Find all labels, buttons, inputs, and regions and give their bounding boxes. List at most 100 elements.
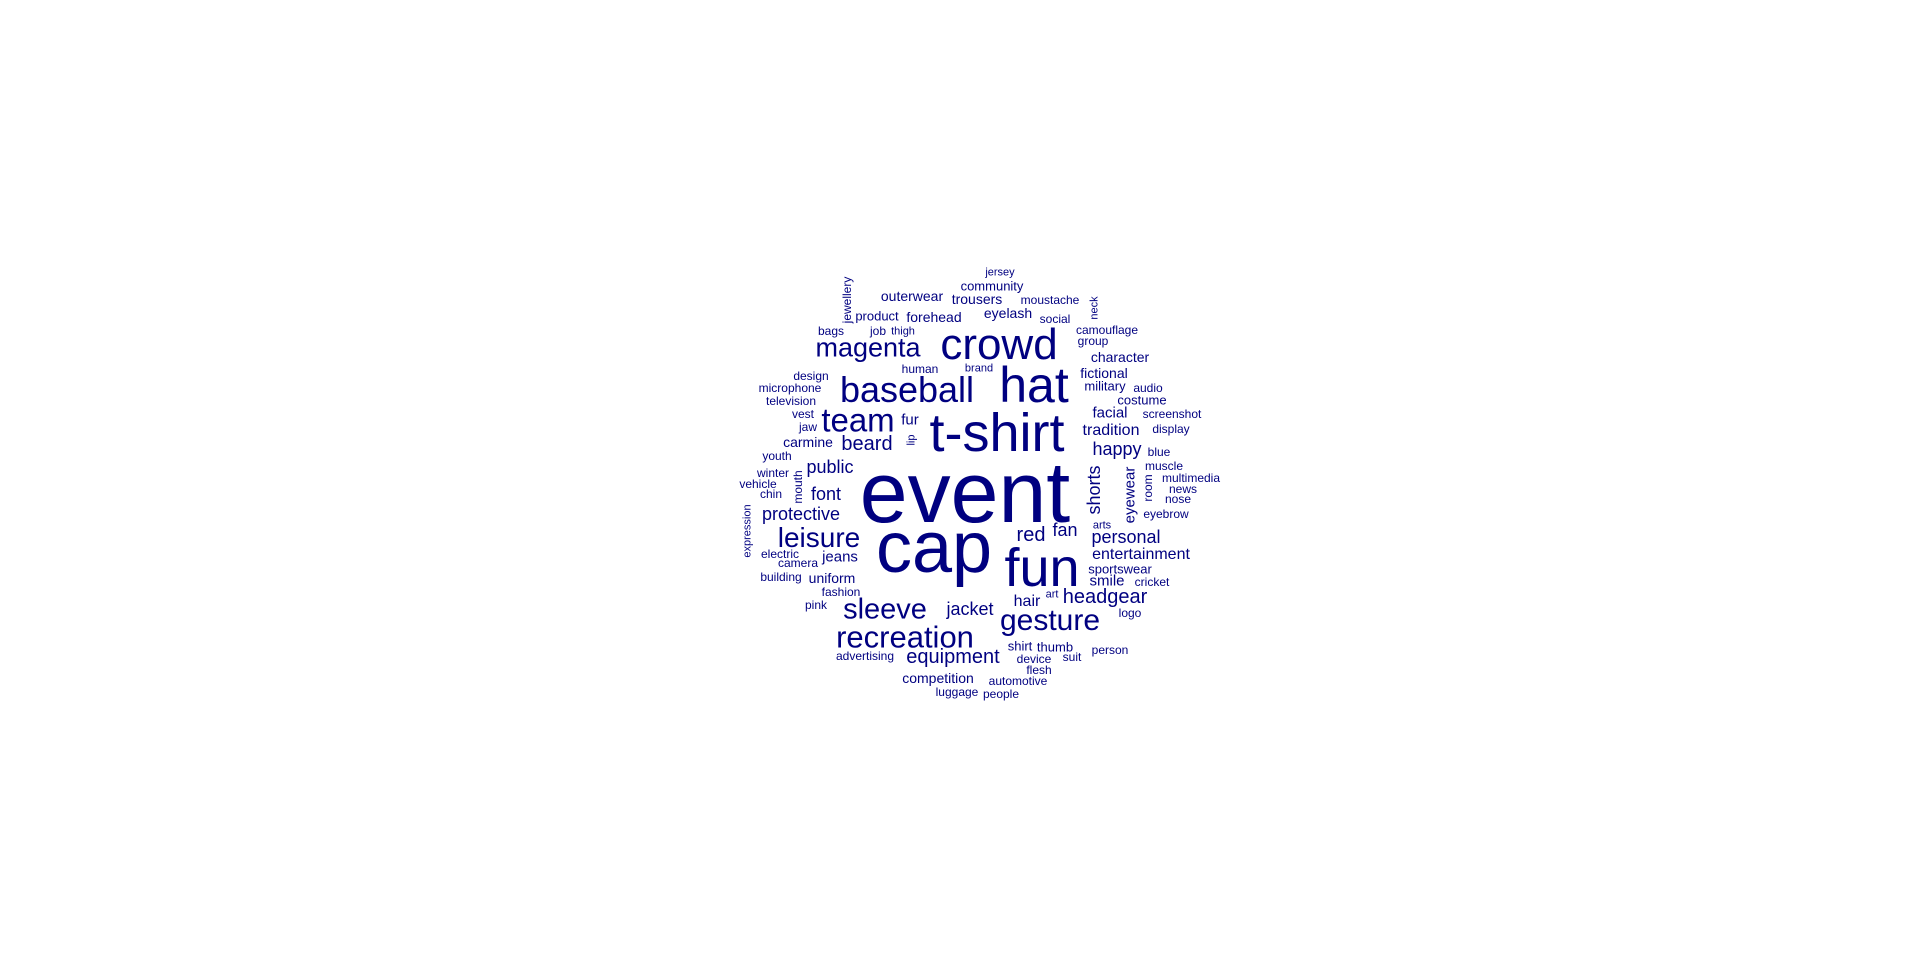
word-pink: pink xyxy=(804,598,828,612)
word-crowd: crowd xyxy=(940,320,1058,369)
word-sportswear: sportswear xyxy=(1088,561,1152,577)
word-suit: suit xyxy=(1062,650,1082,664)
word-brand: brand xyxy=(964,362,994,375)
word-job: job xyxy=(869,324,887,338)
word-jersey: jersey xyxy=(985,266,1015,279)
word-camouflage: camouflage xyxy=(1075,323,1139,337)
word-leisure: leisure xyxy=(777,522,861,553)
word-chin: chin xyxy=(759,487,783,501)
word-beard: beard xyxy=(841,433,893,455)
word-moustache: moustache xyxy=(1020,293,1080,307)
word-smile: smile xyxy=(1089,572,1125,590)
word-sleeve: sleeve xyxy=(843,593,927,626)
word-fun: fun xyxy=(1004,538,1080,598)
word-room: room xyxy=(1141,474,1155,502)
word-product: product xyxy=(855,308,899,324)
word-thumb: thumb xyxy=(1036,639,1074,655)
word-costume: costume xyxy=(1117,392,1167,408)
word-headgear: headgear xyxy=(1062,586,1148,608)
word-vehicle: vehicle xyxy=(739,477,777,491)
word-microphone: microphone xyxy=(758,381,822,395)
word-people: people xyxy=(982,687,1020,701)
word-event: event xyxy=(859,445,1071,541)
word-outerwear: outerwear xyxy=(880,288,944,304)
word-team: team xyxy=(821,401,895,439)
word-cricket: cricket xyxy=(1134,575,1170,589)
word-forehead: forehead xyxy=(906,309,962,325)
word-news: news xyxy=(1168,482,1198,496)
word-tradition: tradition xyxy=(1082,422,1140,439)
word-fictional: fictional xyxy=(1080,365,1128,381)
word-expression: expression xyxy=(741,504,754,558)
word-social: social xyxy=(1039,312,1071,326)
word-art: art xyxy=(1045,588,1059,601)
word-military: military xyxy=(1084,378,1126,394)
word-eyelash: eyelash xyxy=(983,305,1033,321)
word-arts: arts xyxy=(1092,519,1112,532)
word-community: community xyxy=(960,278,1024,294)
word-trousers: trousers xyxy=(951,291,1003,307)
word-entertainment: entertainment xyxy=(1092,546,1190,563)
word-youth: youth xyxy=(762,449,792,463)
word-group: group xyxy=(1077,334,1109,348)
word-gesture: gesture xyxy=(999,604,1101,637)
word-t-shirt: t-shirt xyxy=(929,403,1065,463)
word-person: person xyxy=(1091,643,1129,657)
word-jacket: jacket xyxy=(946,599,994,619)
word-vest: vest xyxy=(791,407,815,421)
word-fashion: fashion xyxy=(821,585,861,599)
word-happy: happy xyxy=(1092,439,1142,459)
word-advertising: advertising xyxy=(835,649,895,663)
word-neck: neck xyxy=(1088,296,1101,320)
word-competition: competition xyxy=(902,670,974,686)
word-shirt: shirt xyxy=(1007,638,1033,654)
word-eyewear: eyewear xyxy=(1121,466,1139,524)
word-automotive: automotive xyxy=(988,674,1048,688)
word-audio: audio xyxy=(1133,381,1163,395)
word-protective: protective xyxy=(761,504,841,524)
word-shorts: shorts xyxy=(1084,465,1104,515)
word-hat: hat xyxy=(999,357,1069,413)
word-human: human xyxy=(901,362,939,376)
word-display: display xyxy=(1152,422,1190,436)
word-flesh: flesh xyxy=(1026,663,1052,677)
word-jeans: jeans xyxy=(822,548,858,566)
word-hair: hair xyxy=(1013,593,1041,610)
word-fur: fur xyxy=(901,411,919,429)
word-thigh: thigh xyxy=(891,325,915,338)
word-personal: personal xyxy=(1091,527,1161,547)
word-bags: bags xyxy=(817,324,845,338)
word-logo: logo xyxy=(1118,606,1142,620)
word-lip: lip xyxy=(905,434,918,446)
word-cap: cap xyxy=(875,508,993,588)
word-screenshot: screenshot xyxy=(1142,407,1202,421)
word-design: design xyxy=(793,369,829,383)
word-baseball: baseball xyxy=(839,369,975,410)
word-recreation: recreation xyxy=(836,619,974,655)
word-muscle: muscle xyxy=(1144,459,1184,473)
word-character: character xyxy=(1090,349,1150,365)
word-eyebrow: eyebrow xyxy=(1143,507,1189,521)
word-fan: fan xyxy=(1052,520,1078,540)
word-mouth: mouth xyxy=(791,470,805,504)
word-uniform: uniform xyxy=(808,570,856,586)
word-blue: blue xyxy=(1147,445,1171,459)
word-television: television xyxy=(765,394,817,408)
word-device: device xyxy=(1016,652,1052,666)
word-magenta: magenta xyxy=(815,332,921,363)
word-font: font xyxy=(810,484,842,504)
word-public: public xyxy=(806,457,854,477)
word-multimedia: multimedia xyxy=(1161,471,1221,485)
word-jaw: jaw xyxy=(798,420,818,434)
word-camera: camera xyxy=(777,556,819,570)
word-carmine: carmine xyxy=(783,434,833,450)
word-electric: electric xyxy=(760,547,800,561)
word-building: building xyxy=(760,570,802,584)
word-jewellery: jewellery xyxy=(840,276,854,324)
word-luggage: luggage xyxy=(935,685,979,699)
word-winter: winter xyxy=(756,466,790,480)
word-facial: facial xyxy=(1092,404,1128,422)
word-red: red xyxy=(1016,524,1046,546)
word-equipment: equipment xyxy=(906,646,1000,668)
